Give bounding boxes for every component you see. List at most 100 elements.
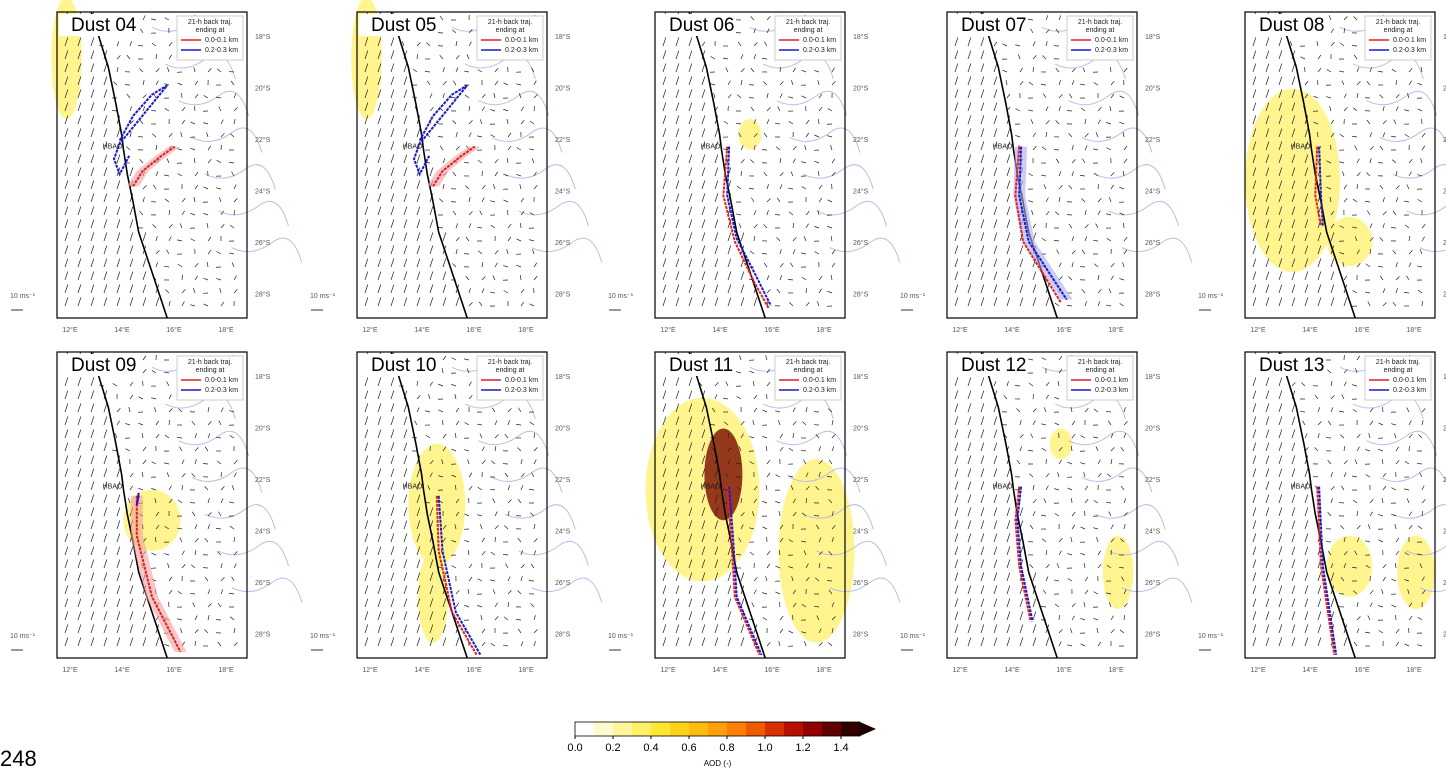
lat-label: 26°S <box>853 579 869 587</box>
colorbar-segment <box>613 722 633 736</box>
map-panel: HBAODust 1121-h back traj.ending at0.0-0… <box>608 351 900 673</box>
legend-entry: 0.2-0.3 km <box>1393 47 1426 54</box>
lon-label: 16°E <box>466 326 482 334</box>
lon-label: 12°E <box>1250 326 1266 334</box>
lat-label: 26°S <box>555 239 571 247</box>
map-panel: HBAODust 0721-h back traj.ending at0.0-0… <box>900 11 1192 333</box>
colorbar-segment <box>708 722 728 736</box>
lat-label: 22°S <box>1145 476 1161 484</box>
legend-title: 21-h back traj. <box>188 359 232 366</box>
legend-entry: 0.0-0.1 km <box>205 37 238 44</box>
lat-label: 18°S <box>255 373 271 381</box>
lon-label: 18°E <box>1108 326 1124 334</box>
panel-title: Dust 13 <box>1259 355 1324 376</box>
panel-title: Dust 11 <box>669 355 733 376</box>
map-panel: HBAODust 1021-h back traj.ending at0.0-0… <box>310 351 602 673</box>
lat-label: 22°S <box>555 476 571 484</box>
dust-plume <box>1327 536 1373 597</box>
lat-label: 20°S <box>555 84 571 92</box>
legend-entry: 0.0-0.1 km <box>1095 37 1128 44</box>
lat-label: 22°S <box>555 136 571 144</box>
colorbar-tick-label: 0.6 <box>681 742 696 754</box>
legend-title: ending at <box>1384 27 1413 34</box>
lat-label: 20°S <box>853 84 869 92</box>
lon-label: 14°E <box>1302 666 1318 674</box>
lat-label: 26°S <box>1145 579 1161 587</box>
lat-label: 26°S <box>853 239 869 247</box>
map-panel: HBAODust 0421-h back traj.ending at0.0-0… <box>10 0 302 334</box>
lon-label: 12°E <box>62 326 78 334</box>
lon-label: 16°E <box>466 666 482 674</box>
legend-entry: 0.2-0.3 km <box>1393 387 1426 394</box>
lon-label: 12°E <box>660 326 676 334</box>
reference-arrow-label: 10 ms⁻¹ <box>1198 293 1224 300</box>
legend-title: ending at <box>1086 27 1115 34</box>
legend-title: 21-h back traj. <box>1376 359 1420 366</box>
lon-label: 12°E <box>952 666 968 674</box>
colorbar-segment <box>651 722 671 736</box>
dust-plume <box>1397 536 1435 609</box>
lon-label: 12°E <box>62 666 78 674</box>
wind-arrow <box>1378 266 1383 267</box>
panel-title: Dust 05 <box>371 15 436 36</box>
lat-label: 22°S <box>255 476 271 484</box>
map-panel: HBAODust 0921-h back traj.ending at0.0-0… <box>10 351 302 673</box>
lon-label: 16°E <box>166 666 182 674</box>
lon-label: 18°E <box>816 666 832 674</box>
lat-label: 24°S <box>853 527 869 535</box>
lon-label: 14°E <box>1004 666 1020 674</box>
legend-title: 21-h back traj. <box>1376 19 1420 26</box>
legend-entry: 0.2-0.3 km <box>1095 47 1128 54</box>
legend-entry: 0.0-0.1 km <box>1393 377 1426 384</box>
lon-label: 16°E <box>1056 326 1072 334</box>
site-label: HBAO <box>1291 483 1311 490</box>
lat-label: 20°S <box>1145 84 1161 92</box>
lon-label: 14°E <box>114 326 130 334</box>
legend-entry: 0.0-0.1 km <box>205 377 238 384</box>
legend-title: 21-h back traj. <box>188 19 232 26</box>
colorbar-tick-label: 1.4 <box>833 742 848 754</box>
map-panel: HBAODust 0621-h back traj.ending at0.0-0… <box>608 11 900 333</box>
lon-label: 18°E <box>518 326 534 334</box>
map-panel: HBAO Dust 08 21-h back traj.ending at 0.0-0… <box>1198 11 1446 333</box>
lon-label: 16°E <box>1354 666 1370 674</box>
dust-plume <box>1050 429 1073 460</box>
legend-entry: 0.2-0.3 km <box>205 387 238 394</box>
lat-label: 26°S <box>1145 239 1161 247</box>
lat-label: 20°S <box>255 424 271 432</box>
map-panel: HBAODust 0521-h back traj.ending at0.0-0… <box>310 0 602 334</box>
lon-label: 14°E <box>414 666 430 674</box>
reference-arrow-label: 10 ms⁻¹ <box>310 293 336 300</box>
panel-title: Dust 09 <box>71 355 136 376</box>
colorbar-segment <box>727 722 747 736</box>
legend-title: 21-h back traj. <box>1078 19 1122 26</box>
site-label: HBAO <box>993 143 1013 150</box>
lat-label: 28°S <box>1145 290 1161 298</box>
site-label: HBAO <box>103 143 123 150</box>
lon-label: 18°E <box>218 326 234 334</box>
lat-label: 24°S <box>555 187 571 195</box>
legend-entry: 0.0-0.1 km <box>1393 37 1426 44</box>
reference-arrow-label: 10 ms⁻¹ <box>10 293 36 300</box>
legend-entry: 0.2-0.3 km <box>803 387 836 394</box>
legend-title: ending at <box>1086 367 1115 374</box>
lat-label: 22°S <box>1145 136 1161 144</box>
lon-label: 18°E <box>816 326 832 334</box>
lon-label: 12°E <box>1250 666 1266 674</box>
site-label: HBAO <box>701 483 721 490</box>
panel-title: Dust 04 <box>71 15 137 36</box>
reference-arrow-label: 10 ms⁻¹ <box>900 293 926 300</box>
panel-title: Dust 08 <box>1259 15 1324 36</box>
lat-label: 22°S <box>255 136 271 144</box>
lon-label: 14°E <box>414 326 430 334</box>
lat-label: 28°S <box>853 290 869 298</box>
lon-label: 18°E <box>1108 666 1124 674</box>
site-label: HBAO <box>1291 143 1311 150</box>
colorbar-segment <box>765 722 785 736</box>
legend-title: ending at <box>496 27 525 34</box>
page-number: 248 <box>0 746 37 771</box>
colorbar-extension <box>860 722 876 736</box>
colorbar-segment <box>841 722 861 736</box>
